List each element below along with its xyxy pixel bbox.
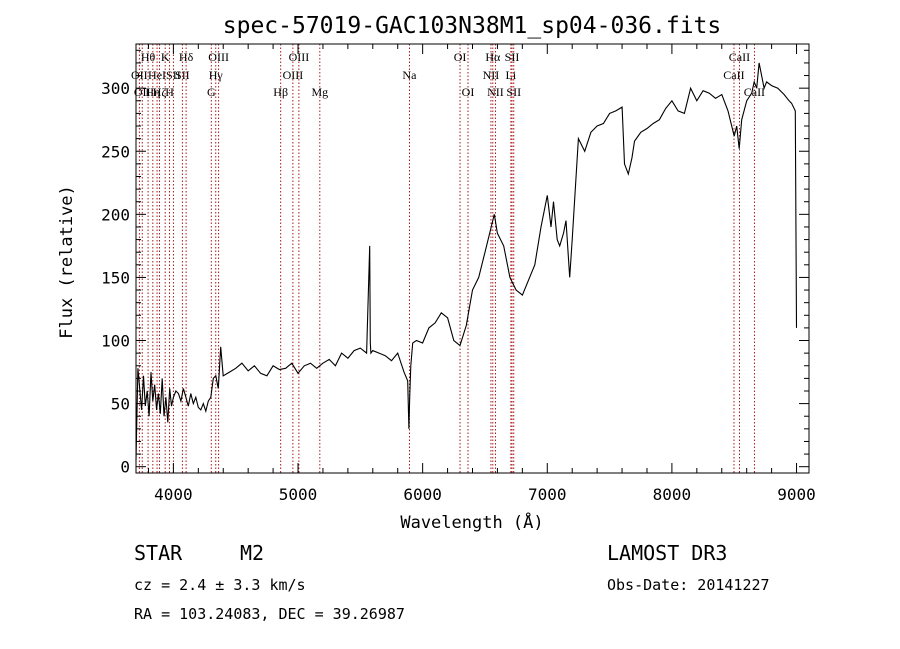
y-tick-label: 150 <box>101 268 130 287</box>
x-tick-label: 4000 <box>154 485 193 504</box>
reference-line-label: Hβ <box>273 85 288 99</box>
reference-line-labels: OIIOIIHθHηHeIHζKHSIIHδSIIGHγOIIIHβOIIIOI… <box>131 50 765 99</box>
y-tick-label: 200 <box>101 205 130 224</box>
reference-line-label: OII <box>131 68 148 82</box>
reference-line-label: NII <box>487 85 504 99</box>
reference-line-label: SII <box>166 68 181 82</box>
reference-line-label: OIII <box>208 50 229 64</box>
x-tick-label: 5000 <box>279 485 318 504</box>
reference-line-label: CaII <box>729 50 750 64</box>
reference-line-label: Hζ <box>153 85 167 99</box>
reference-line-label: OI <box>462 85 475 99</box>
x-axis-ticks: 4000 5000 6000 7000 8000 9000 <box>147 44 816 504</box>
reference-line-label: K <box>161 50 170 64</box>
obs-date-text: Obs-Date: 20141227 <box>607 576 770 594</box>
survey-label: LAMOST DR3 <box>607 541 727 565</box>
coordinates-text: RA = 103.24083, DEC = 39.26987 <box>134 605 405 623</box>
y-tick-label: 250 <box>101 142 130 161</box>
reference-line-label: OI <box>454 50 467 64</box>
reference-line-label: OIII <box>289 50 310 64</box>
reference-line-label: CaII <box>723 68 744 82</box>
chart-title: spec-57019-GAC103N38M1_sp04-036.fits <box>223 13 722 39</box>
class-label: STAR <box>134 541 183 565</box>
redshift-text: cz = 2.4 ± 3.3 km/s <box>134 576 306 594</box>
reference-line-label: SII <box>506 85 521 99</box>
reference-line-label: Na <box>402 68 417 82</box>
plot-frame <box>135 43 810 474</box>
x-tick-label: 8000 <box>653 485 692 504</box>
reference-line-label: NII <box>483 68 500 82</box>
y-tick-label: 300 <box>101 79 130 98</box>
y-tick-label: 0 <box>120 458 130 477</box>
reference-line-label: Hα <box>485 50 501 64</box>
reference-line-label: SII <box>175 68 190 82</box>
reference-line-label: OIII <box>283 68 304 82</box>
y-axis-label: Flux (relative) <box>57 185 77 339</box>
reference-line-label: Hη <box>145 85 160 99</box>
reference-line-label: Li <box>506 68 517 82</box>
reference-line-label: SII <box>505 50 520 64</box>
x-tick-label: 6000 <box>403 485 442 504</box>
reference-line-label: HeI <box>148 68 166 82</box>
y-tick-label: 50 <box>111 395 130 414</box>
reference-line-label: H <box>165 85 174 99</box>
reference-line-label: CaII <box>744 85 765 99</box>
subclass-label: M2 <box>240 541 264 565</box>
x-axis-label: Wavelength (Å) <box>400 511 543 533</box>
spectrum-line <box>135 62 798 461</box>
reference-line-label: Hθ <box>141 50 156 64</box>
reference-line-label: Mg <box>311 85 328 99</box>
y-axis-ticks: 0 50 100 150 200 250 300 <box>101 49 809 477</box>
y-tick-label: 100 <box>101 332 130 351</box>
reference-lines <box>138 44 755 473</box>
reference-line-label: Hγ <box>209 68 224 82</box>
reference-line-label: Hδ <box>179 50 194 64</box>
reference-line-label: G <box>207 85 216 99</box>
x-tick-label: 7000 <box>528 485 567 504</box>
x-tick-label: 9000 <box>777 485 816 504</box>
